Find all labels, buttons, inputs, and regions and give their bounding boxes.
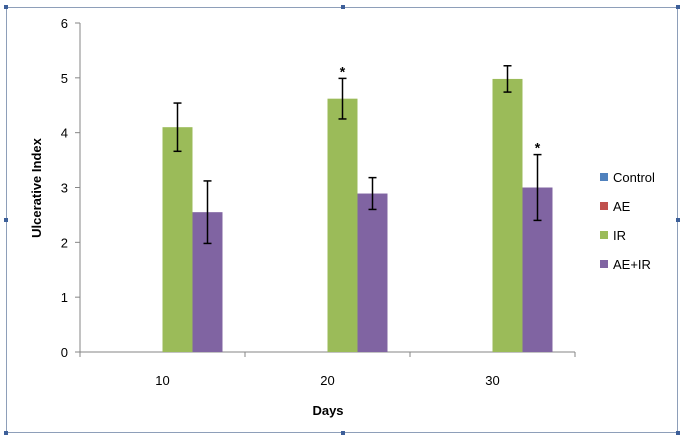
bars-group [162,65,553,353]
resize-handle-bottom-center[interactable] [341,431,345,435]
y-tick-label: 2 [61,235,68,250]
resize-handle-middle-right[interactable] [676,218,680,222]
y-tick-label: 0 [61,345,68,360]
bar-ir-10 [162,127,193,352]
resize-handle-bottom-left[interactable] [4,431,8,435]
y-tick-label: 3 [61,181,68,196]
significance-marker: * [535,140,541,156]
legend-swatch-control [600,173,608,181]
legend-label: IR [613,228,626,243]
resize-handle-top-right[interactable] [676,5,680,9]
y-tick-label: 1 [61,290,68,305]
legend: Control AE IR AE+IR [600,170,655,272]
x-tick-label: 30 [485,373,499,388]
legend-swatch-ae-ir [600,260,608,268]
significance-marker: * [340,63,346,79]
x-tick-label: 20 [320,373,334,388]
resize-handle-top-center[interactable] [341,5,345,9]
bar-ir-30 [492,78,523,353]
legend-swatch-ir [600,231,608,239]
x-axis-title: Days [312,403,343,418]
y-tick-label: 4 [61,126,68,141]
legend-label: AE [613,199,631,214]
legend-label: Control [613,170,655,185]
y-tick-label: 6 [61,16,68,31]
y-tick-label: 5 [61,71,68,86]
bar-ir-20 [327,98,358,352]
x-tick-label: 10 [155,373,169,388]
resize-handle-bottom-right[interactable] [676,431,680,435]
bar-ae-ir-20 [357,193,388,352]
resize-handle-top-left[interactable] [4,5,8,9]
y-axis-title: Ulcerative Index [29,137,44,237]
legend-swatch-ae [600,202,608,210]
resize-handle-middle-left[interactable] [4,218,8,222]
legend-label: AE+IR [613,257,651,272]
labels-group: 0 1 2 3 4 5 6 10 20 30 * * [61,16,541,388]
